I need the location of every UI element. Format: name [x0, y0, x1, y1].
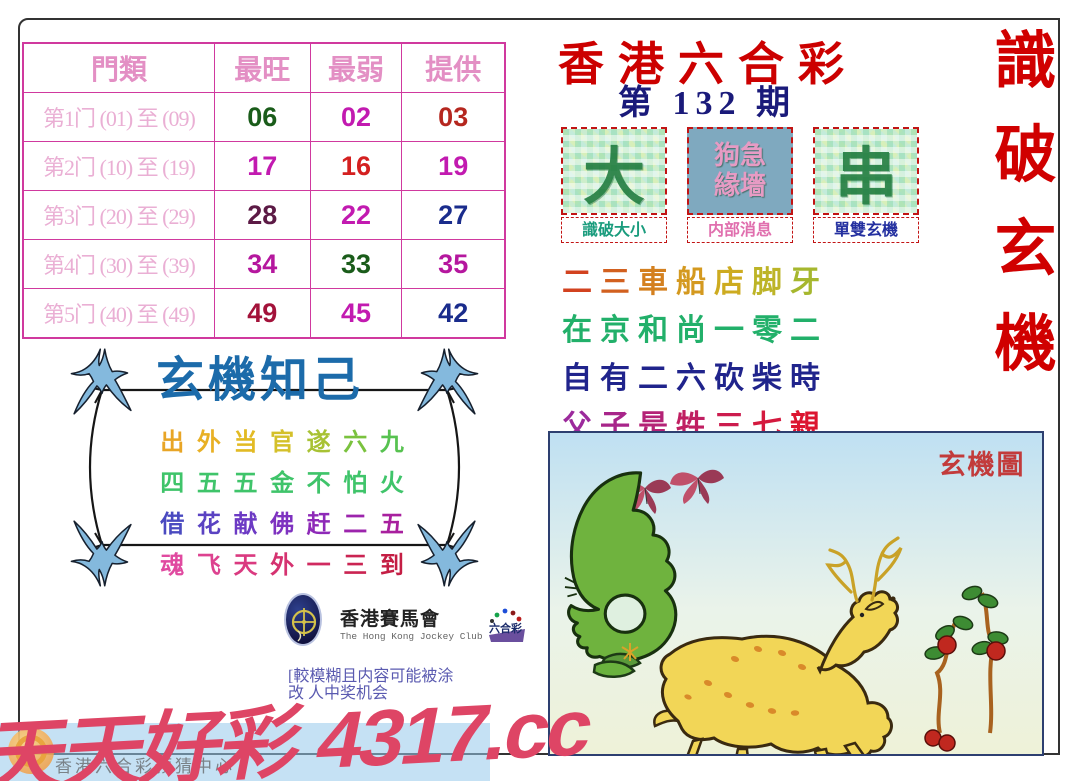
svg-text:六合彩: 六合彩: [489, 621, 522, 635]
